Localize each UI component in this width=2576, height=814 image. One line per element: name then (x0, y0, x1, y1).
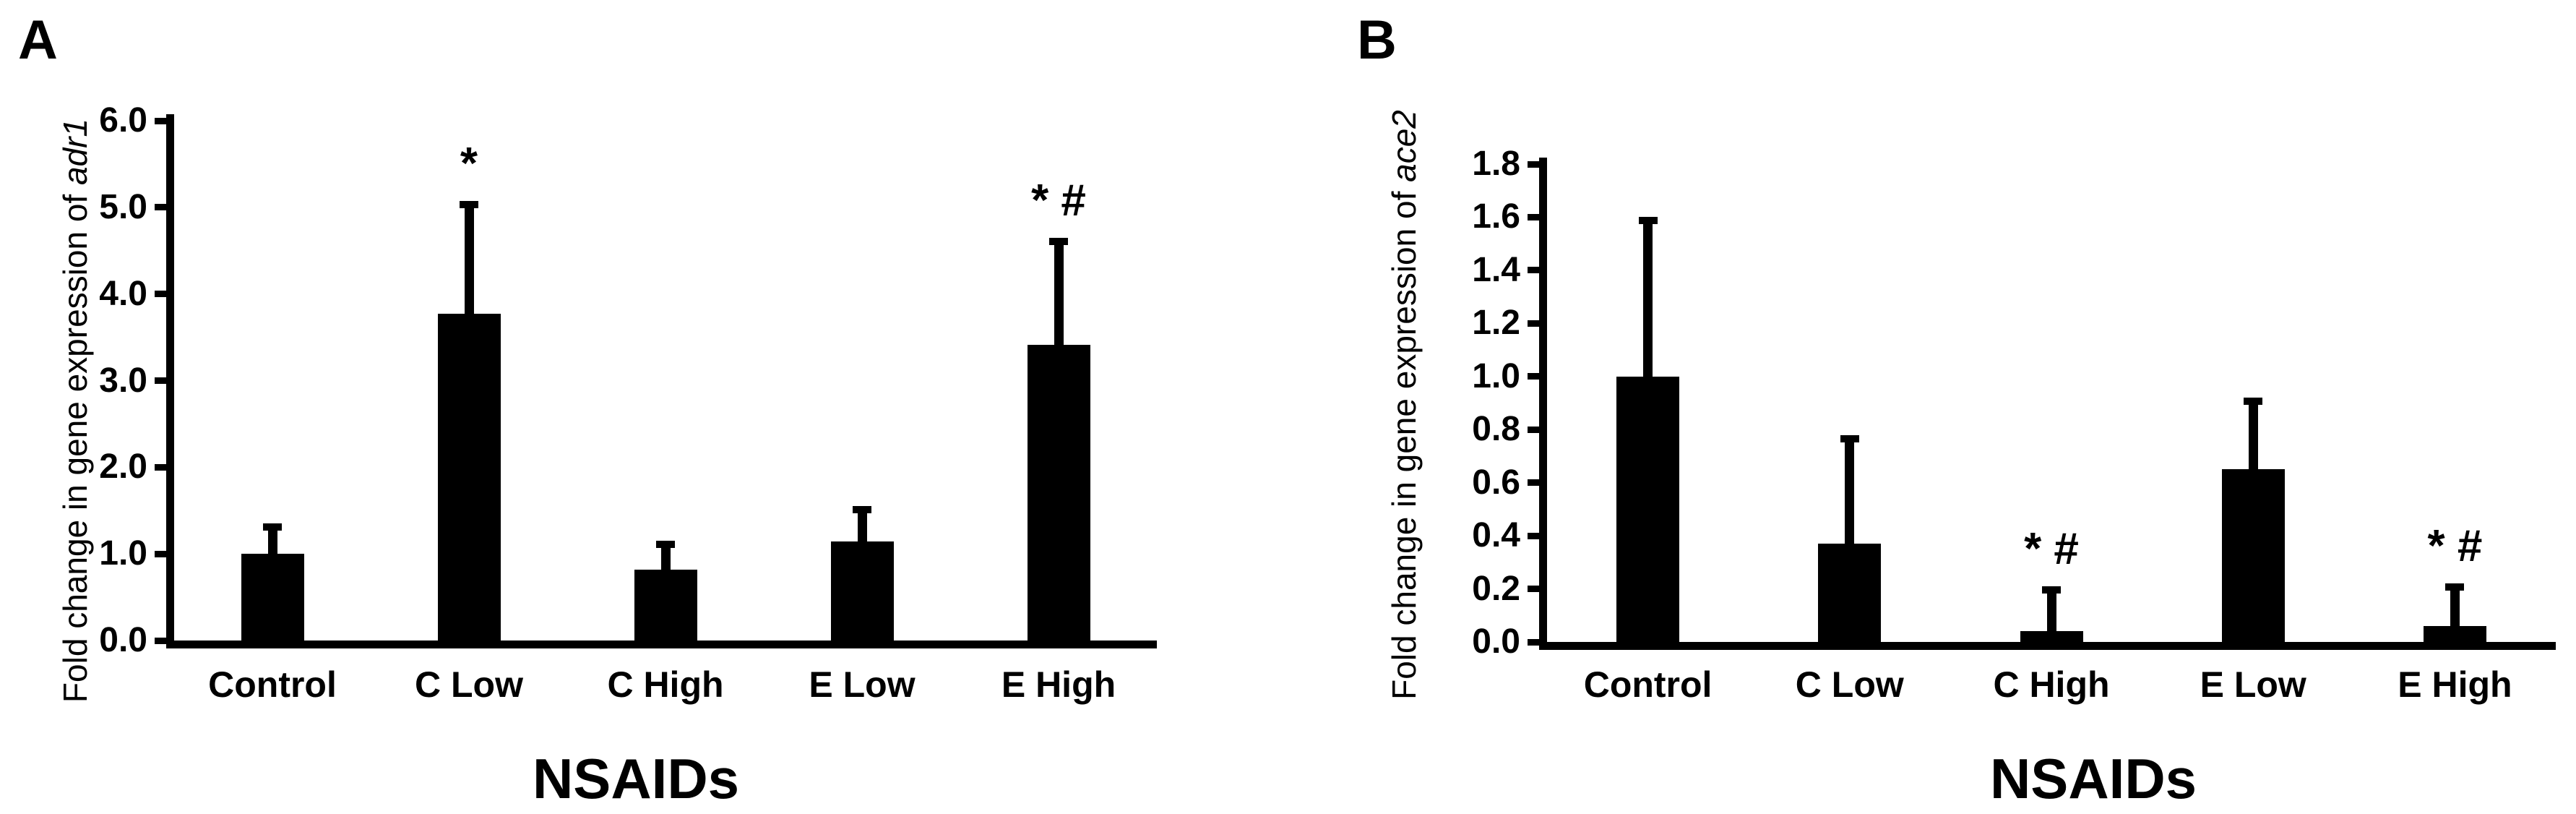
y-tick-label: 3.0 (99, 361, 147, 400)
error-bar-stem (2248, 398, 2258, 470)
x-category-label: C Low (415, 664, 523, 705)
y-tick-mark (1528, 160, 1542, 168)
significance-annotation: * # (2427, 521, 2483, 572)
error-bar-stem (2046, 586, 2056, 632)
y-tick-label: 1.2 (1472, 304, 1520, 343)
bar-e-low (830, 541, 894, 641)
error-bar-cap (1049, 237, 1068, 245)
x-category-label: C Low (1795, 664, 1904, 705)
y-tick-mark (1528, 373, 1542, 380)
error-bar-stem (267, 523, 277, 554)
y-tick-label: 2.0 (99, 447, 147, 487)
panel-label-a: A (18, 9, 58, 71)
y-tick-mark (155, 117, 169, 124)
y-tick-label: 1.0 (99, 534, 147, 573)
y-tick-label: 0.2 (1472, 569, 1520, 608)
error-bar-cap (656, 541, 675, 549)
y-tick-mark (1528, 586, 1542, 593)
x-category-label: E Low (2200, 664, 2306, 705)
y-tick-label: 6.0 (99, 101, 147, 140)
x-category-label: Control (1583, 664, 1713, 705)
x-axis-title-b: NSAIDs (1989, 747, 2197, 810)
y-tick-mark (1528, 213, 1542, 220)
y-tick-mark (155, 291, 169, 298)
significance-annotation: * # (2024, 523, 2079, 574)
y-tick-mark (155, 550, 169, 557)
x-axis-title-a: NSAIDs (532, 747, 740, 810)
error-bar-cap (1840, 434, 1859, 442)
panel-label-b: B (1357, 9, 1397, 71)
y-axis-line (1539, 158, 1547, 650)
y-tick-mark (1528, 479, 1542, 487)
y-tick-label: 4.0 (99, 274, 147, 313)
x-axis-line (1539, 642, 2556, 650)
y-tick-label: 0.0 (1472, 622, 1520, 661)
error-bar-cap (263, 523, 282, 531)
y-tick-label: 1.4 (1472, 250, 1520, 289)
significance-annotation: * # (1031, 175, 1086, 226)
error-bar-stem (1845, 434, 1855, 544)
y-tick-label: 5.0 (99, 187, 147, 226)
y-tick-mark (155, 463, 169, 471)
bar-e-high (2423, 625, 2486, 642)
error-bar-cap (853, 506, 871, 514)
error-bar-cap (2244, 398, 2263, 406)
error-bar-cap (2445, 583, 2465, 591)
y-tick-label: 0.8 (1472, 410, 1520, 449)
y-tick-mark (1528, 638, 1542, 646)
y-axis-line (166, 114, 174, 648)
x-axis-line (166, 641, 1157, 648)
bar-e-low (2221, 469, 2285, 642)
y-tick-label: 0.4 (1472, 516, 1520, 555)
error-bar-stem (857, 506, 867, 542)
bar-control (1616, 376, 1680, 642)
y-tick-label: 0.0 (99, 621, 147, 659)
y-tick-mark (155, 637, 169, 644)
x-category-label: C High (1993, 664, 2110, 705)
y-tick-mark (1528, 267, 1542, 274)
bar-control (241, 554, 304, 641)
y-tick-label: 0.6 (1472, 463, 1520, 502)
x-category-label: C High (607, 664, 724, 705)
bar-c-low (437, 314, 501, 641)
error-bar-stem (1643, 217, 1653, 377)
error-bar-stem (2450, 583, 2460, 626)
bar-e-high (1027, 345, 1090, 641)
y-tick-label: 1.6 (1472, 197, 1520, 236)
bar-c-high (2020, 631, 2083, 642)
error-bar-stem (1054, 237, 1064, 346)
x-category-label: Control (208, 664, 337, 705)
y-tick-mark (1528, 426, 1542, 433)
y-tick-mark (1528, 320, 1542, 327)
y-tick-mark (1528, 532, 1542, 539)
error-bar-cap (2042, 586, 2061, 594)
error-bar-cap (460, 201, 478, 209)
x-category-label: E High (2398, 664, 2512, 705)
significance-annotation: * (460, 139, 478, 189)
error-bar-stem (464, 201, 474, 314)
y-tick-mark (155, 204, 169, 211)
x-category-label: E Low (809, 664, 916, 705)
bar-c-low (1818, 544, 1882, 642)
bar-c-high (634, 569, 697, 641)
x-category-label: E High (1001, 664, 1116, 705)
y-tick-mark (155, 377, 169, 384)
y-tick-label: 1.8 (1472, 145, 1520, 183)
error-bar-cap (1638, 217, 1658, 225)
y-tick-label: 1.0 (1472, 356, 1520, 395)
